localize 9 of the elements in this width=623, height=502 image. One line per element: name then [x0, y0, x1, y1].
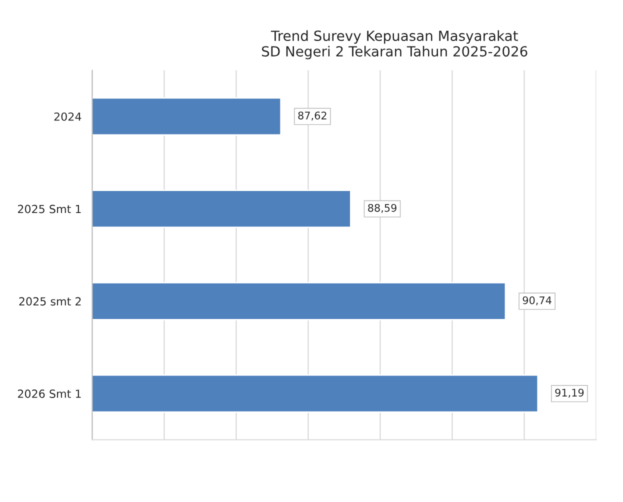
y-tick-label: 2026 Smt 1 [18, 390, 81, 398]
data-label: 91,19 [555, 388, 584, 398]
y-tick-label: 2024 [54, 112, 82, 121]
chart-title: Trend Surevy Kepuasan Masyarakat SD Negeri 2 Tekaran Tahun 2025-2026 [262, 30, 528, 60]
y-tick-label: 2025 smt 2 [19, 297, 81, 306]
data-label: 87,62 [298, 112, 326, 121]
y-tick-label: 2025 Smt 1 [18, 204, 81, 214]
data-label: 88,59 [368, 204, 396, 213]
data-label: 90,74 [522, 296, 552, 306]
